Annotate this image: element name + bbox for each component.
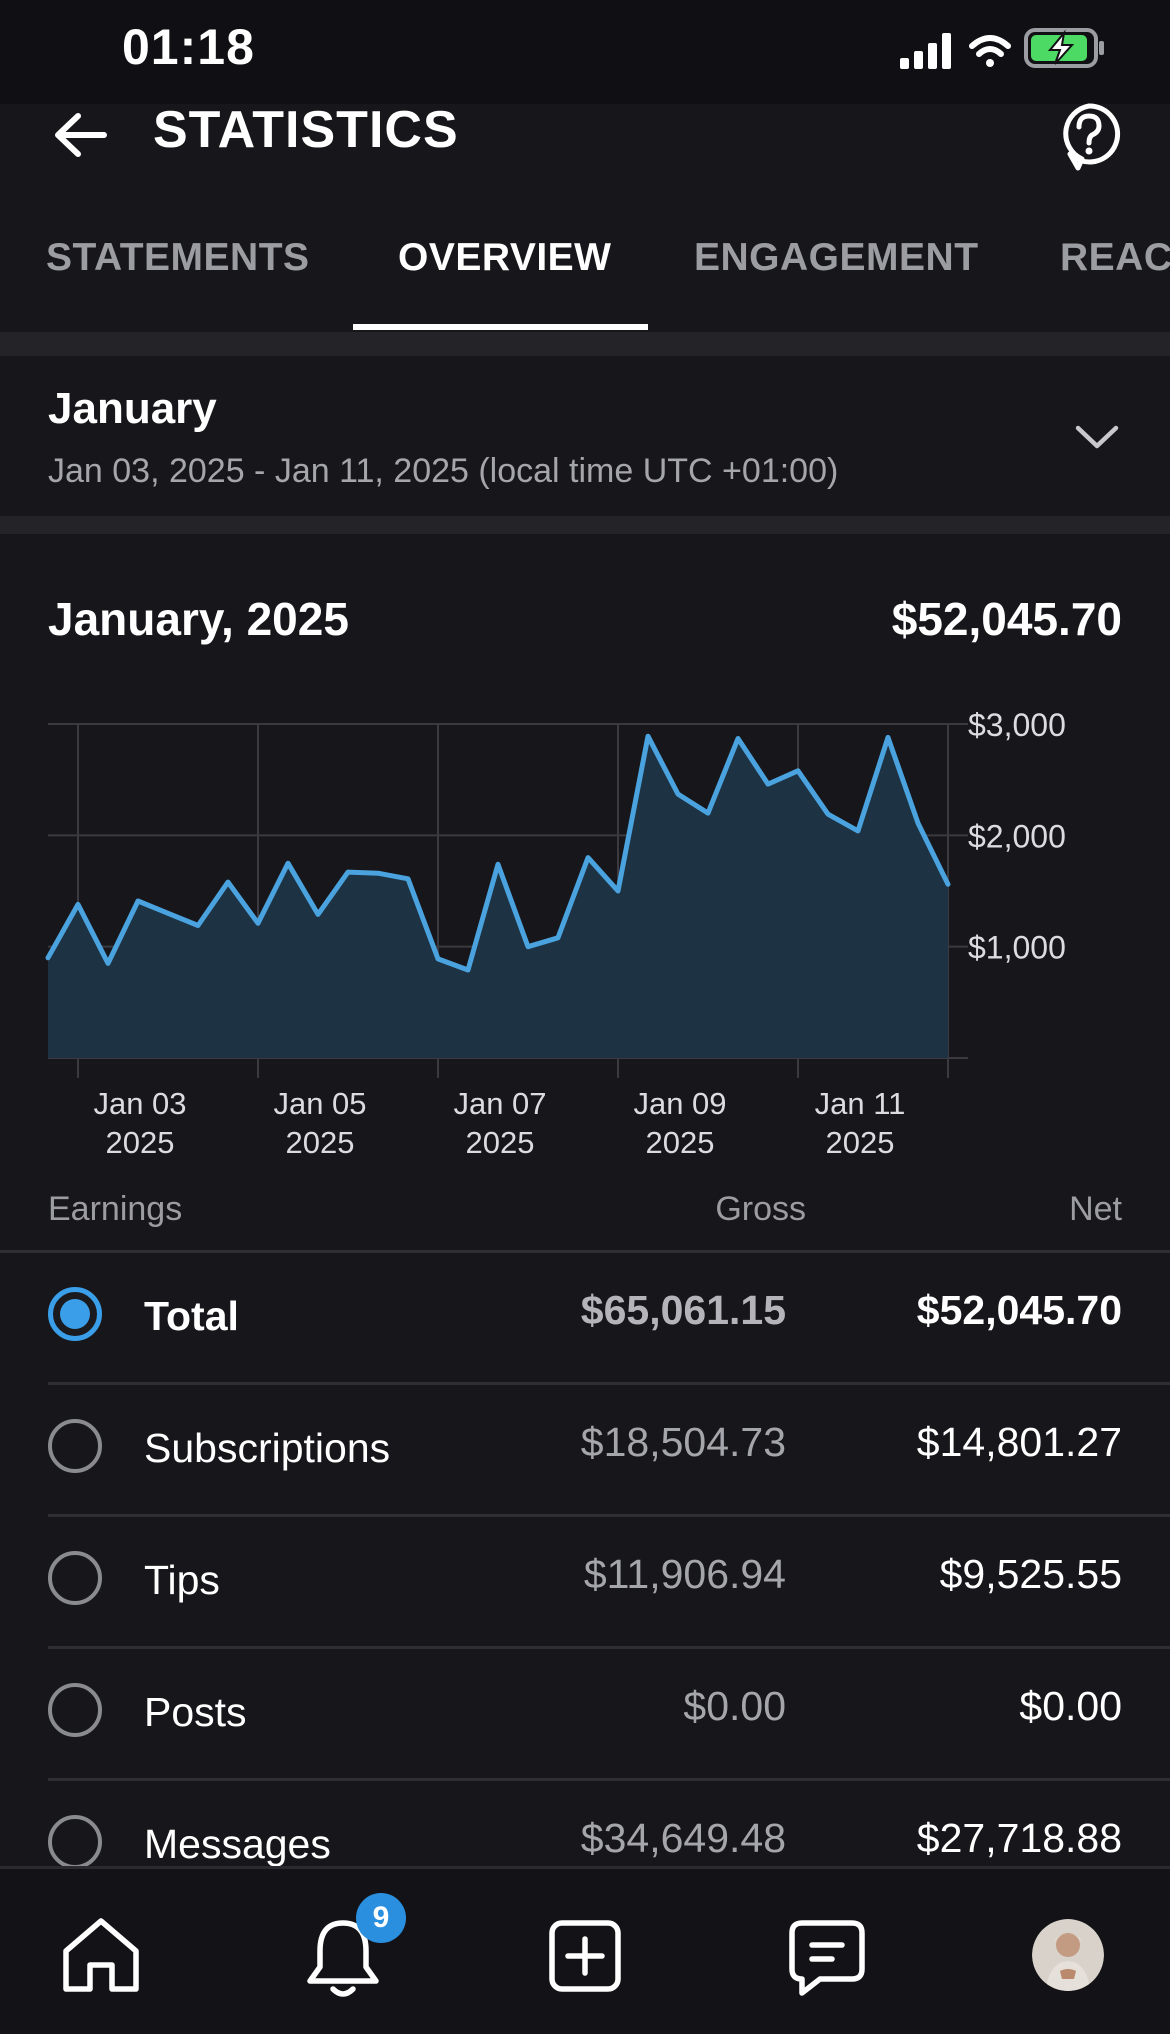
earnings-row-gross: $18,504.73 bbox=[580, 1419, 786, 1465]
summary-total: $52,045.70 bbox=[891, 593, 1122, 645]
net-header-label: Net bbox=[1069, 1190, 1122, 1228]
divider bbox=[48, 1646, 1170, 1649]
radio-button[interactable] bbox=[48, 1551, 102, 1605]
earnings-chart-svg: $3,000 $2,000 $1,000 Jan 03 2025 Jan 05 2025 Ja… bbox=[45, 707, 1066, 1160]
status-bar: 01:18 bbox=[0, 0, 1170, 104]
radio-button[interactable] bbox=[48, 1419, 102, 1473]
period-dropdown[interactable]: January Jan 03, 2025 - Jan 11, 2025 (loc… bbox=[0, 356, 1170, 516]
help-icon bbox=[1063, 103, 1121, 171]
x-tick-label: Jan 05 bbox=[273, 1086, 366, 1121]
app-header: STATISTICS bbox=[0, 101, 1170, 234]
earnings-row-gross: $65,061.15 bbox=[580, 1287, 786, 1333]
earnings-row-net: $14,801.27 bbox=[916, 1419, 1122, 1465]
battery-charging-icon bbox=[1024, 28, 1104, 68]
period-title: January bbox=[48, 384, 217, 433]
x-tick-label: 2025 bbox=[106, 1125, 175, 1160]
message-icon bbox=[789, 1920, 865, 1996]
nav-notifications[interactable]: 9 bbox=[298, 1893, 406, 2001]
divider bbox=[48, 1778, 1170, 1781]
divider bbox=[0, 516, 1170, 534]
earnings-row-subscriptions[interactable]: Subscriptions $18,504.73 $14,801.27 bbox=[0, 1385, 1170, 1517]
help-button[interactable] bbox=[1056, 102, 1122, 174]
chart-line bbox=[45, 733, 951, 973]
chevron-down-icon bbox=[1075, 425, 1119, 449]
signal-icon bbox=[900, 33, 951, 69]
notification-badge: 9 bbox=[356, 1893, 406, 1943]
earnings-table-header: Earnings Gross Net bbox=[0, 1184, 1170, 1248]
earnings-row-net: $0.00 bbox=[1019, 1683, 1122, 1729]
earnings-row-gross: $0.00 bbox=[683, 1683, 786, 1729]
earnings-chart[interactable]: $3,000 $2,000 $1,000 Jan 03 2025 Jan 05 2025 Ja… bbox=[0, 700, 1170, 1180]
x-tick-label: 2025 bbox=[286, 1125, 355, 1160]
add-square-icon bbox=[549, 1920, 621, 1992]
radio-button[interactable] bbox=[48, 1815, 102, 1869]
divider bbox=[48, 1514, 1170, 1517]
tab-overview[interactable]: OVERVIEW bbox=[398, 236, 612, 279]
divider bbox=[0, 332, 1170, 356]
earnings-row-posts[interactable]: Posts $0.00 $0.00 bbox=[0, 1649, 1170, 1781]
earnings-row-tips[interactable]: Tips $11,906.94 $9,525.55 bbox=[0, 1517, 1170, 1649]
tab-reach[interactable]: REACH bbox=[1060, 236, 1170, 279]
back-button[interactable] bbox=[48, 104, 118, 174]
earnings-list: Total $65,061.15 $52,045.70 Subscription… bbox=[0, 1253, 1170, 1913]
tab-statements[interactable]: STATEMENTS bbox=[46, 236, 310, 279]
x-tick-label: Jan 11 bbox=[815, 1086, 906, 1121]
earnings-row-label: Messages bbox=[144, 1821, 331, 1867]
bottom-navigation: 9 bbox=[0, 1866, 1170, 2034]
avatar-image bbox=[1032, 1919, 1104, 1991]
earnings-row-label: Tips bbox=[144, 1557, 220, 1603]
x-tick-label: 2025 bbox=[826, 1125, 895, 1160]
summary-title: January, 2025 bbox=[48, 593, 349, 645]
y-tick-label: $1,000 bbox=[968, 930, 1066, 966]
radio-button[interactable] bbox=[48, 1683, 102, 1737]
earnings-row-messages[interactable]: Messages $34,649.48 $27,718.88 bbox=[0, 1781, 1170, 1913]
nav-create[interactable] bbox=[540, 1911, 630, 2001]
status-icons bbox=[892, 24, 1132, 79]
tab-engagement[interactable]: ENGAGEMENT bbox=[694, 236, 979, 279]
y-tick-label: $3,000 bbox=[968, 707, 1066, 743]
divider bbox=[0, 1250, 1170, 1253]
earnings-header-label: Earnings bbox=[48, 1190, 183, 1228]
nav-home[interactable] bbox=[56, 1911, 146, 2001]
gross-header-label: Gross bbox=[715, 1190, 806, 1228]
earnings-row-label: Subscriptions bbox=[144, 1425, 391, 1471]
wifi-icon bbox=[969, 35, 1011, 67]
earnings-row-label: Posts bbox=[144, 1689, 247, 1735]
active-tab-indicator bbox=[353, 324, 648, 330]
earnings-row-net: $9,525.55 bbox=[939, 1551, 1122, 1597]
earnings-row-gross: $11,906.94 bbox=[583, 1551, 786, 1597]
divider bbox=[48, 1382, 1170, 1385]
earnings-row-net: $27,718.88 bbox=[916, 1815, 1122, 1861]
x-tick-label: Jan 07 bbox=[453, 1086, 546, 1121]
status-time: 01:18 bbox=[122, 19, 255, 75]
y-tick-label: $2,000 bbox=[968, 818, 1066, 854]
x-tick-label: Jan 03 bbox=[93, 1086, 186, 1121]
earnings-row-label: Total bbox=[144, 1293, 239, 1339]
profile-avatar[interactable] bbox=[1032, 1919, 1104, 1991]
x-tick-label: Jan 09 bbox=[633, 1086, 726, 1121]
tab-bar: STATEMENTS OVERVIEW ENGAGEMENT REACH bbox=[0, 220, 1170, 332]
nav-messages[interactable] bbox=[782, 1911, 872, 2001]
x-tick-label: 2025 bbox=[646, 1125, 715, 1160]
page-title: STATISTICS bbox=[153, 101, 459, 159]
radio-button-selected[interactable] bbox=[48, 1287, 102, 1341]
x-tick-label: 2025 bbox=[466, 1125, 535, 1160]
chart-area bbox=[48, 736, 948, 1058]
earnings-row-total[interactable]: Total $65,061.15 $52,045.70 bbox=[0, 1253, 1170, 1385]
period-range: Jan 03, 2025 - Jan 11, 2025 (local time … bbox=[48, 452, 839, 490]
earnings-row-net: $52,045.70 bbox=[916, 1287, 1122, 1333]
home-icon bbox=[63, 1918, 139, 1992]
earnings-row-gross: $34,649.48 bbox=[580, 1815, 786, 1861]
arrow-left-icon bbox=[55, 113, 107, 157]
